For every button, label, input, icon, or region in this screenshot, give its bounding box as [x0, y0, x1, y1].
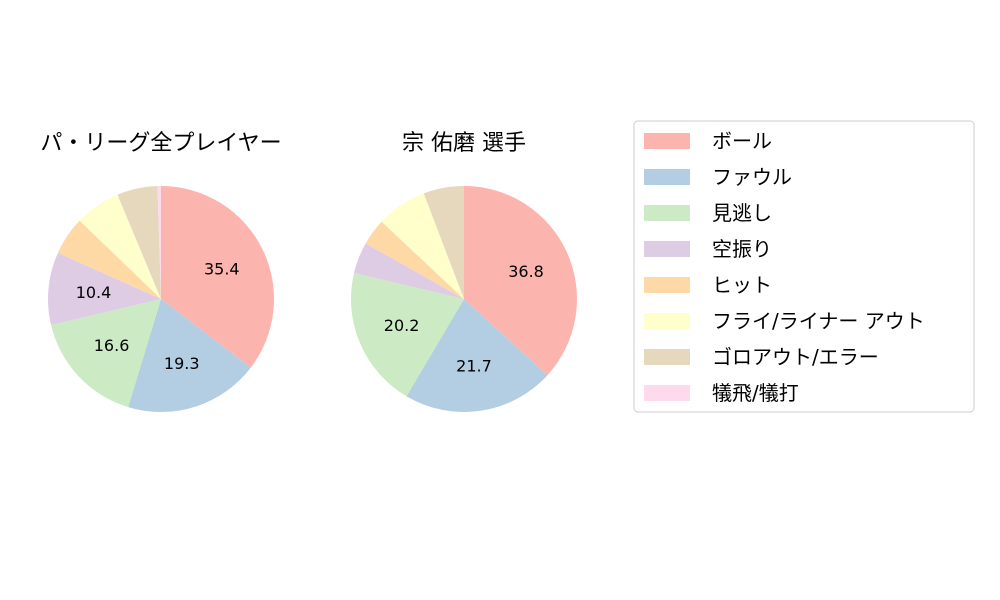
pie-slice-見逃し	[350, 272, 464, 397]
legend-swatch	[644, 241, 690, 257]
legend-swatch	[644, 349, 690, 365]
pie-slice-空振り	[47, 252, 161, 326]
legend-item-空振り: 空振り	[644, 237, 772, 261]
legend-label: 空振り	[712, 237, 772, 261]
pie-slice-ファウル	[128, 299, 251, 412]
pie-value-label: 19.3	[164, 354, 200, 373]
legend-item-ボール: ボール	[644, 129, 772, 153]
pie-slice-ゴロアウト-エラー	[117, 186, 161, 299]
pie-value-label: 21.7	[456, 357, 492, 376]
pie-value-label: 20.2	[384, 316, 420, 335]
legend-frame	[633, 120, 975, 413]
legend-label: ボール	[712, 129, 772, 153]
pie-slice-ボール	[161, 186, 275, 368]
legend-label: 見逃し	[712, 201, 772, 225]
pie-value-label: 10.4	[76, 283, 112, 302]
pie-title: パ・リーグ全プレイヤー	[40, 131, 281, 156]
pie-slice-ボール	[464, 186, 577, 376]
pie-chart-2: 宗 佑磨 選手 36.8 21.7 20.2	[350, 131, 577, 412]
pie-slice-ファウル	[406, 299, 548, 412]
pie-slice-フライ-ライナー-アウト	[79, 194, 161, 299]
legend-swatch	[644, 169, 690, 185]
legend-swatch	[644, 385, 690, 401]
pie-slice-見逃し	[51, 299, 161, 408]
legend-label: ヒット	[712, 273, 772, 297]
legend-item-ゴロアウト-エラー: ゴロアウト/エラー	[644, 345, 879, 369]
pie-value-label: 35.4	[204, 259, 240, 278]
legend-item-ヒット: ヒット	[644, 273, 772, 297]
legend-label: 犠飛/犠打	[712, 381, 799, 405]
legend-item-フライ-ライナー-アウト: フライ/ライナー アウト	[644, 309, 925, 333]
legend-item-ファウル: ファウル	[644, 165, 792, 189]
legend-swatch	[644, 205, 690, 221]
pie-charts: パ・リーグ全プレイヤー 35.4 19.3 16.6 10.4 宗 佑磨 選手 36.8 21…	[40, 131, 577, 412]
legend-label: フライ/ライナー アウト	[712, 309, 925, 333]
legend-swatch	[644, 313, 690, 329]
pie-slice-ヒット	[365, 221, 464, 299]
legend-swatch	[644, 277, 690, 293]
pie-slice-ヒット	[57, 220, 161, 299]
pie-value-label: 16.6	[94, 336, 130, 355]
pie-slice-ゴロアウト-エラー	[423, 186, 464, 299]
legend-swatch	[644, 133, 690, 149]
pie-value-label: 36.8	[508, 262, 544, 281]
legend-label: ゴロアウト/エラー	[712, 345, 879, 369]
pie-title: 宗 佑磨 選手	[402, 131, 526, 156]
legend-item-犠飛-犠打: 犠飛/犠打	[644, 381, 799, 405]
pie-slice-犠飛-犠打	[157, 186, 161, 299]
pie-chart-1: パ・リーグ全プレイヤー 35.4 19.3 16.6 10.4	[40, 131, 282, 412]
pie-slice-空振り	[354, 243, 464, 299]
legend-label: ファウル	[712, 165, 792, 189]
pie-slice-フライ-ライナー-アウト	[381, 193, 464, 299]
legend-item-見逃し: 見逃し	[644, 201, 772, 225]
